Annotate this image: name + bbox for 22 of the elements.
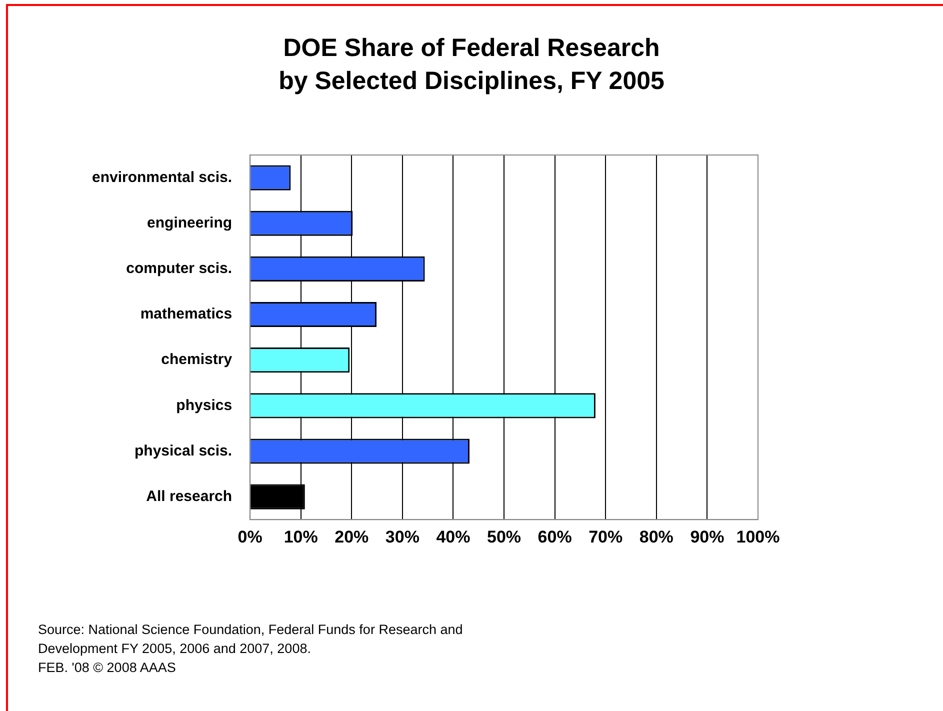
x-tick-label: 10% — [284, 527, 318, 546]
text: FEB. '08 © 2008 AAAS — [38, 659, 177, 677]
x-tick-label: 20% — [334, 527, 369, 546]
y-tick-label: All research — [146, 488, 232, 505]
source-note: Source: National Science Foundation, Federal Funds for Research and Development FY 2005, 2006 and 2007, 2008. — [38, 621, 464, 658]
x-tick-label: 0% — [238, 527, 262, 546]
y-tick-label: physics — [176, 396, 232, 414]
x-tick-label: 50% — [487, 527, 522, 546]
y-tick-label: mathematics — [140, 306, 232, 323]
y-tick-label: environmental scis. — [92, 168, 232, 186]
y-tick-label: physical scis. — [134, 442, 232, 460]
y-tick-label: computer scis. — [126, 260, 232, 278]
x-tick-label: 70% — [588, 527, 623, 546]
x-tick-label: 80% — [639, 527, 674, 546]
x-tick-label: 90% — [690, 527, 724, 546]
x-tick-label: 40% — [436, 527, 470, 546]
x-tick-label: 60% — [538, 527, 572, 546]
y-tick-label: engineering — [147, 214, 232, 232]
x-tick-label: 100% — [736, 527, 780, 546]
x-tick-label: 30% — [385, 527, 420, 546]
chart-title: DOE Share of Federal Research by Selected Disciplines, FY 2005 — [278, 33, 666, 97]
y-tick-label: chemistry — [161, 351, 233, 368]
